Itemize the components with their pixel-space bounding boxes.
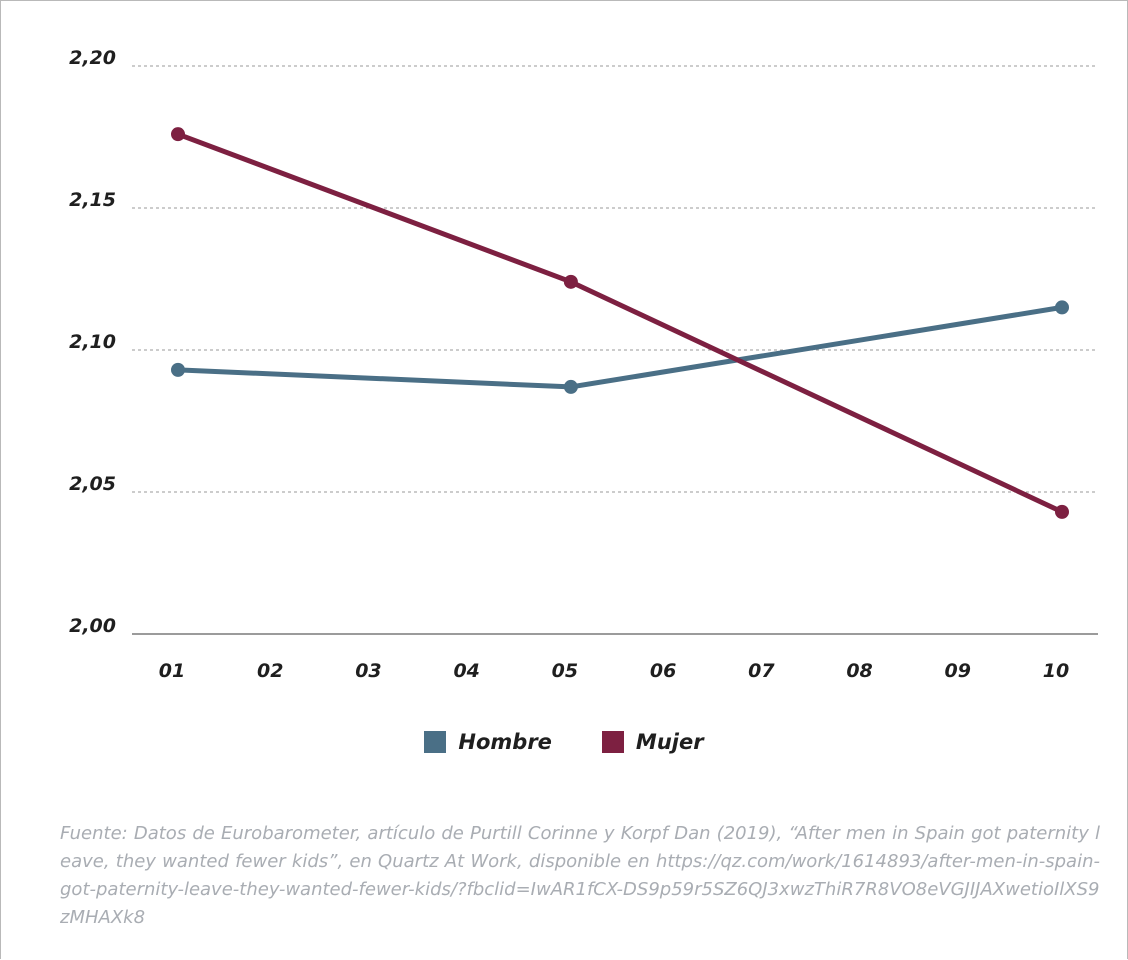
line-chart: 2,00 2,05 2,10 2,15 2,20 01 02 03 04 05 06 07 08 09 1… <box>69 47 1098 682</box>
data-point-mujer <box>563 274 578 289</box>
y-tick-label: 2,15 <box>69 189 116 211</box>
legend-swatch-mujer <box>601 731 624 753</box>
x-axis-ticks: 01 02 03 04 05 06 07 08 09 10 <box>159 660 1069 682</box>
series-line-mujer <box>177 131 1064 515</box>
legend-item-mujer: Mujer <box>601 730 704 754</box>
series-line-hombre <box>177 304 1063 390</box>
source-note: Fuente: Datos de Eurobarometer, artículo… <box>60 823 1100 928</box>
data-point-mujer <box>171 127 185 142</box>
x-tick-label: 06 <box>650 660 676 682</box>
y-tick-label: 2,10 <box>69 331 116 353</box>
x-tick-label: 03 <box>355 660 381 682</box>
data-point-hombre <box>1055 300 1069 315</box>
x-tick-label: 08 <box>846 660 872 682</box>
x-tick-label: 04 <box>453 660 479 682</box>
legend-item-hombre: Hombre <box>424 730 552 754</box>
y-tick-label: 2,05 <box>69 473 116 495</box>
x-tick-label: 01 <box>159 660 185 682</box>
y-axis-ticks: 2,00 2,05 2,10 2,15 2,20 <box>69 47 116 637</box>
legend: Hombre Mujer <box>0 730 1128 754</box>
x-tick-label: 07 <box>748 660 775 682</box>
legend-swatch-hombre <box>424 731 447 753</box>
x-tick-label: 05 <box>552 660 578 682</box>
grid-lines <box>132 65 1098 635</box>
legend-label-hombre: Hombre <box>458 730 552 754</box>
series-group <box>171 127 1069 519</box>
y-tick-label: 2,00 <box>69 615 116 637</box>
data-point-hombre <box>171 362 185 377</box>
x-tick-label: 02 <box>257 660 283 682</box>
y-tick-label: 2,20 <box>69 47 116 69</box>
x-tick-label: 10 <box>1043 660 1069 682</box>
data-point-hombre <box>563 379 578 394</box>
data-point-mujer <box>1055 504 1069 519</box>
x-tick-label: 09 <box>945 660 971 682</box>
legend-label-mujer: Mujer <box>635 730 704 754</box>
